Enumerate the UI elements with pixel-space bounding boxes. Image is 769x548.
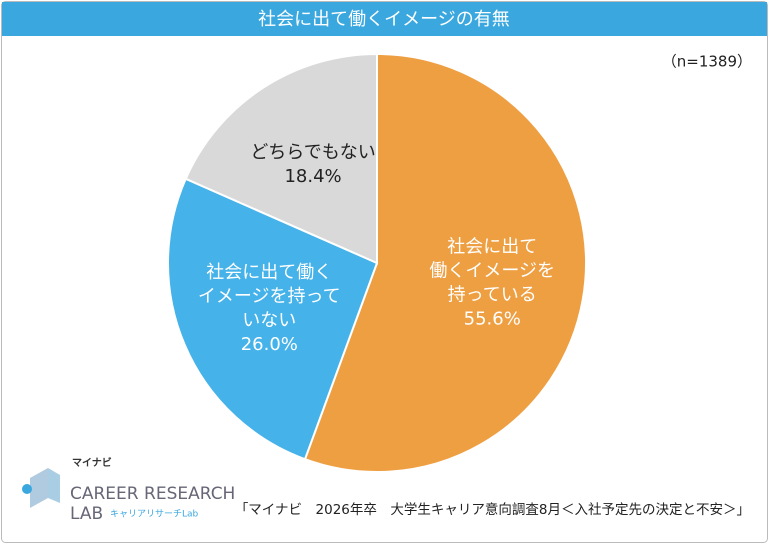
slice-label: 社会に出て働くイメージを持っていない	[198, 262, 341, 331]
value-label: 18.4%	[284, 166, 341, 187]
logo-line2: LAB	[70, 504, 103, 524]
logo-sub: キャリアリサーチLab	[110, 509, 199, 520]
sample-note: （n=1389）	[662, 53, 752, 71]
chart-title: 社会に出て働くイメージの有無	[258, 9, 510, 30]
value-label: 55.6%	[464, 308, 521, 329]
logo-icon	[22, 484, 32, 494]
slice-label: 社会に出て働くイメージを持っている	[429, 236, 555, 305]
logo-icon	[30, 468, 48, 508]
pie-slice	[303, 52, 587, 473]
pie-slice	[167, 177, 379, 461]
logo-brand: マイナビ	[72, 456, 112, 469]
value-label: 26.0%	[241, 334, 298, 355]
logo-line1: CAREER RESEARCH	[70, 484, 235, 504]
source: 「マイナビ 2026年卒 大学生キャリア意向調査8月＜入社予定先の決定と不安＞」	[235, 501, 750, 518]
pie-slice	[184, 52, 378, 265]
logo: マイナビ CAREER RESEARCH LAB キャリアリサーチLab	[22, 456, 235, 524]
slice-label: どちらでもない	[250, 142, 375, 163]
logo-icon	[48, 468, 60, 503]
title-bar	[2, 2, 767, 36]
